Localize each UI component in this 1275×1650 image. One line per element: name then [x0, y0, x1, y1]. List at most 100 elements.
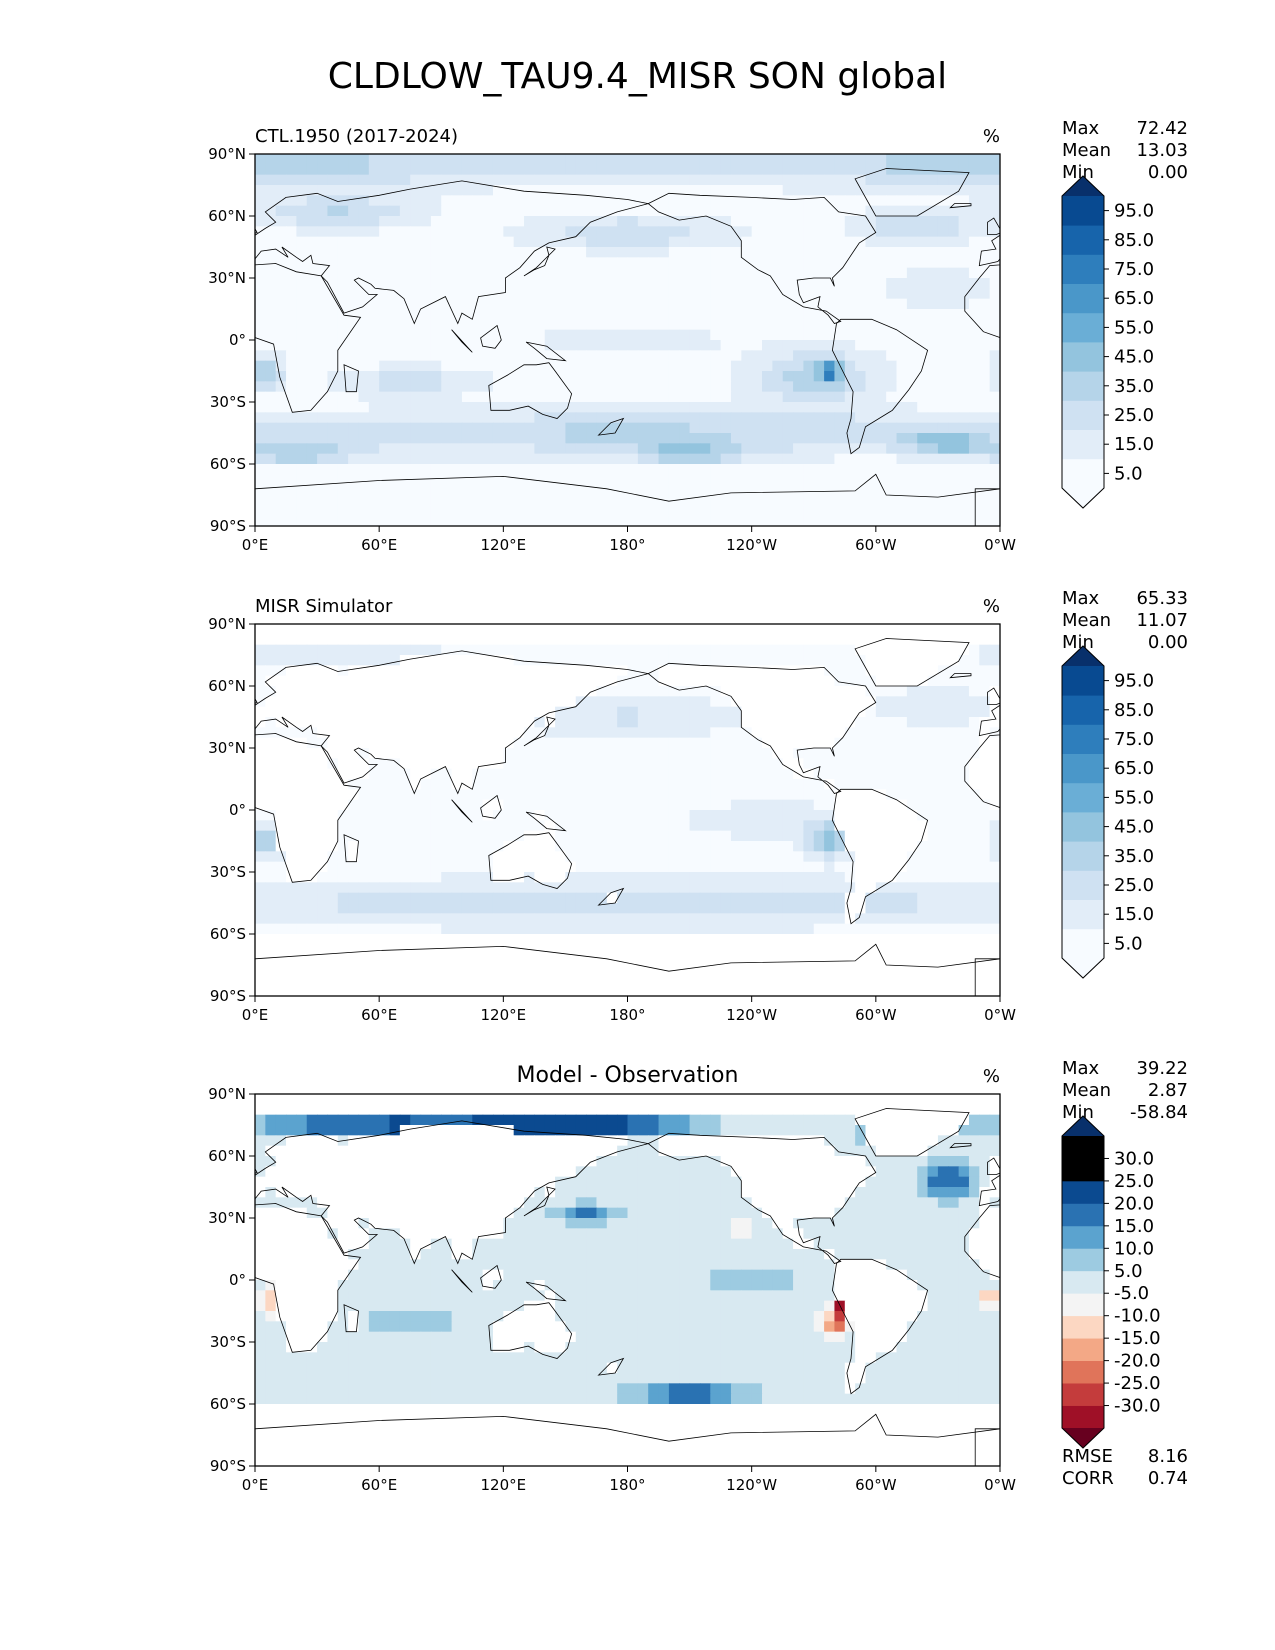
field-cell — [989, 495, 1000, 506]
field-cell — [865, 278, 877, 289]
coastline — [1269, 247, 1275, 276]
field-cell — [461, 391, 473, 403]
field-cell — [668, 810, 680, 821]
field-cell — [968, 892, 980, 904]
field-cell — [306, 350, 318, 362]
field-cell — [379, 226, 391, 238]
coastline — [480, 324, 502, 349]
field-cell — [865, 495, 877, 506]
field-cell — [886, 779, 898, 790]
field-cell — [699, 226, 711, 238]
field-cell — [524, 381, 535, 393]
field-cell — [586, 360, 598, 372]
field-cell — [979, 422, 991, 434]
field-cell — [917, 810, 929, 821]
field-cell — [720, 412, 732, 424]
field-cell — [679, 892, 691, 904]
field-cell — [348, 944, 360, 956]
field-cell — [306, 872, 318, 883]
field-cell — [679, 495, 691, 506]
field-cell — [720, 257, 732, 269]
field-cell — [358, 515, 370, 526]
field-cell — [730, 371, 742, 382]
field-cell — [917, 474, 929, 486]
lat-tick-label: 0° — [229, 331, 246, 349]
field-cell — [461, 412, 473, 424]
field-cell — [689, 433, 701, 444]
field-cell — [586, 892, 598, 904]
field-cell — [575, 412, 587, 424]
field-cell — [317, 309, 329, 320]
field-cell — [606, 799, 618, 811]
field-cell — [472, 903, 484, 914]
field-cell — [824, 779, 836, 790]
field-cell — [358, 768, 370, 780]
field-cell — [482, 505, 494, 517]
field-cell — [834, 737, 846, 749]
field-cell — [937, 706, 949, 718]
colorbar-tick-label: 45.0 — [1114, 347, 1154, 368]
field-cell — [689, 329, 701, 341]
field-cell — [451, 247, 463, 258]
field-cell — [772, 340, 784, 351]
field-cell — [720, 350, 732, 362]
field-cell — [368, 205, 380, 217]
field-cell — [534, 851, 546, 863]
field-cell — [524, 495, 535, 506]
field-cell — [741, 634, 753, 646]
field-cell — [327, 779, 339, 790]
field-cell — [555, 257, 567, 269]
field-cell — [834, 758, 846, 770]
coastline — [831, 318, 929, 455]
field-cell — [762, 841, 773, 852]
field-cell — [389, 624, 401, 635]
field-cell — [296, 717, 308, 728]
field-cell — [772, 882, 784, 894]
field-cell — [793, 624, 805, 635]
field-cell — [824, 810, 836, 821]
field-cell — [844, 830, 856, 842]
field-cell — [430, 464, 442, 475]
field-cell — [782, 903, 794, 914]
field-cell — [441, 164, 453, 176]
field-cell — [420, 391, 432, 403]
field-cell — [296, 164, 308, 176]
field-cell — [875, 820, 887, 832]
field-cell — [524, 748, 535, 759]
field-cell — [968, 371, 980, 382]
field-cell — [762, 216, 773, 227]
field-cell — [441, 923, 453, 935]
field-cell — [389, 758, 401, 770]
field-cell — [358, 484, 370, 496]
field-cell — [275, 892, 287, 904]
field-cell — [689, 861, 701, 873]
field-cell — [368, 706, 380, 718]
field-cell — [255, 205, 266, 217]
field-cell — [762, 319, 773, 331]
field-cell — [337, 634, 349, 646]
field-cell — [689, 841, 701, 852]
field-cell — [286, 371, 297, 382]
field-cell — [803, 634, 815, 646]
field-cell — [534, 624, 546, 635]
field-cell — [534, 934, 546, 945]
field-cell — [803, 464, 815, 475]
field-cell — [989, 892, 1000, 904]
field-cell — [989, 319, 1000, 331]
field-cell — [844, 923, 856, 935]
field-cell — [358, 174, 370, 186]
field-cell — [917, 789, 929, 801]
field-cell — [575, 371, 587, 382]
field-cell — [461, 309, 473, 320]
field-cell — [710, 412, 722, 424]
field-cell — [730, 624, 742, 635]
field-cell — [720, 288, 732, 300]
field-cell — [286, 923, 297, 935]
field-cell — [524, 934, 535, 945]
field-cell — [896, 329, 908, 341]
field-cell — [762, 195, 773, 207]
field-cell — [710, 236, 722, 248]
field-cell — [762, 851, 773, 863]
field-cell — [317, 195, 329, 207]
field-cell — [751, 686, 763, 697]
